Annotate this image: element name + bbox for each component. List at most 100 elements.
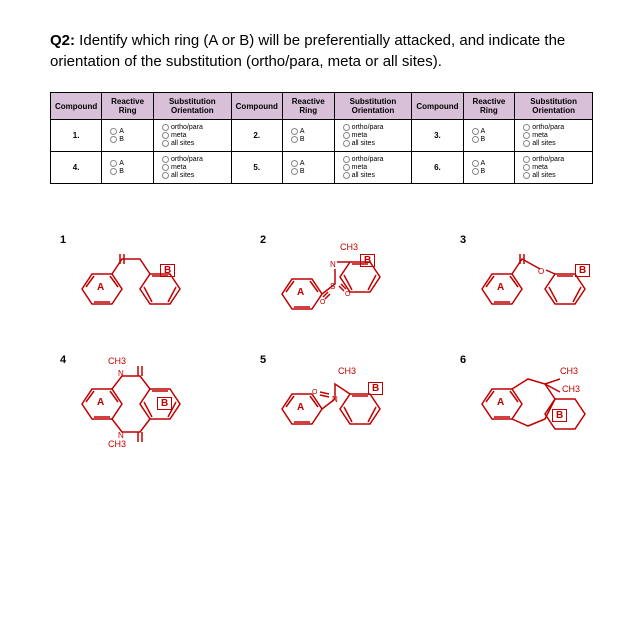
radio-option[interactable]: meta — [162, 164, 187, 171]
radio-option[interactable]: A — [291, 128, 305, 135]
svg-text:O: O — [538, 267, 544, 276]
radio-label: all sites — [171, 140, 194, 147]
radio-label: meta — [171, 132, 187, 139]
radio-label: all sites — [352, 140, 375, 147]
radio-option[interactable]: A — [472, 128, 486, 135]
table-header: Compound — [412, 93, 463, 120]
table-header: Reactive Ring — [463, 93, 515, 120]
radio-label: meta — [532, 132, 548, 139]
radio-circle-icon — [291, 168, 298, 175]
radio-option[interactable]: meta — [162, 132, 187, 139]
radio-circle-icon — [472, 128, 479, 135]
radio-option[interactable]: B — [472, 136, 486, 143]
radio-circle-icon — [343, 124, 350, 131]
ring-a-label: A — [497, 397, 504, 408]
radio-option[interactable]: B — [291, 136, 305, 143]
table-header: Substitution Orientation — [515, 93, 593, 120]
radio-circle-icon — [523, 164, 530, 171]
ring-b-label: B — [360, 254, 375, 267]
structure-number: 6 — [460, 354, 466, 366]
radio-circle-icon — [110, 160, 117, 167]
radio-option[interactable]: meta — [523, 132, 548, 139]
radio-option[interactable]: A — [110, 128, 124, 135]
radio-option[interactable]: all sites — [162, 140, 194, 147]
svg-text:N: N — [330, 260, 336, 269]
radio-label: meta — [171, 164, 187, 171]
table-header: Reactive Ring — [282, 93, 334, 120]
compound-number-cell: 2. — [231, 120, 282, 152]
radio-option[interactable]: all sites — [523, 172, 555, 179]
radio-circle-icon — [472, 168, 479, 175]
radio-circle-icon — [523, 172, 530, 179]
radio-circle-icon — [110, 136, 117, 143]
ch3-label: CH3 — [108, 356, 126, 366]
radio-option[interactable]: all sites — [343, 172, 375, 179]
ring-cell: AB — [102, 120, 154, 152]
radio-label: A — [300, 128, 305, 135]
radio-label: meta — [352, 164, 368, 171]
radio-circle-icon — [523, 156, 530, 163]
radio-option[interactable]: all sites — [343, 140, 375, 147]
radio-circle-icon — [343, 132, 350, 139]
radio-option[interactable]: all sites — [162, 172, 194, 179]
radio-option[interactable]: meta — [523, 164, 548, 171]
ring-b-label: B — [368, 382, 383, 395]
radio-label: all sites — [171, 172, 194, 179]
radio-option[interactable]: A — [110, 160, 124, 167]
radio-option[interactable]: A — [291, 160, 305, 167]
radio-label: ortho/para — [532, 156, 564, 163]
compound-number-cell: 1. — [51, 120, 102, 152]
radio-option[interactable]: ortho/para — [343, 124, 384, 131]
orient-cell: ortho/parametaall sites — [515, 152, 593, 184]
radio-label: A — [481, 128, 486, 135]
structure-2: 2 S O O N CH3 A B — [260, 234, 410, 324]
ring-cell: AB — [102, 152, 154, 184]
radio-circle-icon — [523, 124, 530, 131]
radio-circle-icon — [343, 156, 350, 163]
radio-circle-icon — [110, 168, 117, 175]
radio-option[interactable]: ortho/para — [162, 124, 203, 131]
radio-option[interactable]: B — [472, 168, 486, 175]
ring-a-label: A — [97, 397, 104, 408]
structure-5: 5 N O CH3 A B — [260, 354, 410, 444]
ch3-label: CH3 — [562, 384, 580, 394]
radio-circle-icon — [343, 164, 350, 171]
radio-option[interactable]: B — [110, 136, 124, 143]
table-header: Compound — [51, 93, 102, 120]
radio-label: ortho/para — [171, 124, 203, 131]
ring-a-label: A — [497, 282, 504, 293]
radio-circle-icon — [110, 128, 117, 135]
radio-option[interactable]: B — [291, 168, 305, 175]
radio-option[interactable]: meta — [343, 164, 368, 171]
radio-option[interactable]: meta — [343, 132, 368, 139]
structure-number: 4 — [60, 354, 66, 366]
radio-label: A — [119, 128, 124, 135]
table-header: Compound — [231, 93, 282, 120]
svg-text:O: O — [312, 389, 318, 396]
radio-option[interactable]: A — [472, 160, 486, 167]
radio-label: A — [300, 160, 305, 167]
ch3-label: CH3 — [338, 366, 356, 376]
radio-label: ortho/para — [352, 156, 384, 163]
svg-text:O: O — [320, 299, 326, 306]
structure-3: 3 O A B — [460, 234, 610, 324]
radio-option[interactable]: ortho/para — [343, 156, 384, 163]
radio-option[interactable]: all sites — [523, 140, 555, 147]
radio-label: meta — [352, 132, 368, 139]
radio-label: A — [481, 160, 486, 167]
radio-option[interactable]: B — [110, 168, 124, 175]
radio-circle-icon — [523, 140, 530, 147]
radio-option[interactable]: ortho/para — [162, 156, 203, 163]
radio-circle-icon — [162, 124, 169, 131]
radio-option[interactable]: ortho/para — [523, 156, 564, 163]
radio-label: A — [119, 160, 124, 167]
svg-text:N: N — [118, 369, 124, 378]
radio-label: ortho/para — [171, 156, 203, 163]
question-prefix: Q2: — [50, 32, 75, 49]
ring-a-label: A — [297, 402, 304, 413]
ch3-label: CH3 — [108, 439, 126, 449]
svg-text:N: N — [332, 395, 338, 404]
radio-label: ortho/para — [352, 124, 384, 131]
radio-option[interactable]: ortho/para — [523, 124, 564, 131]
radio-circle-icon — [472, 160, 479, 167]
